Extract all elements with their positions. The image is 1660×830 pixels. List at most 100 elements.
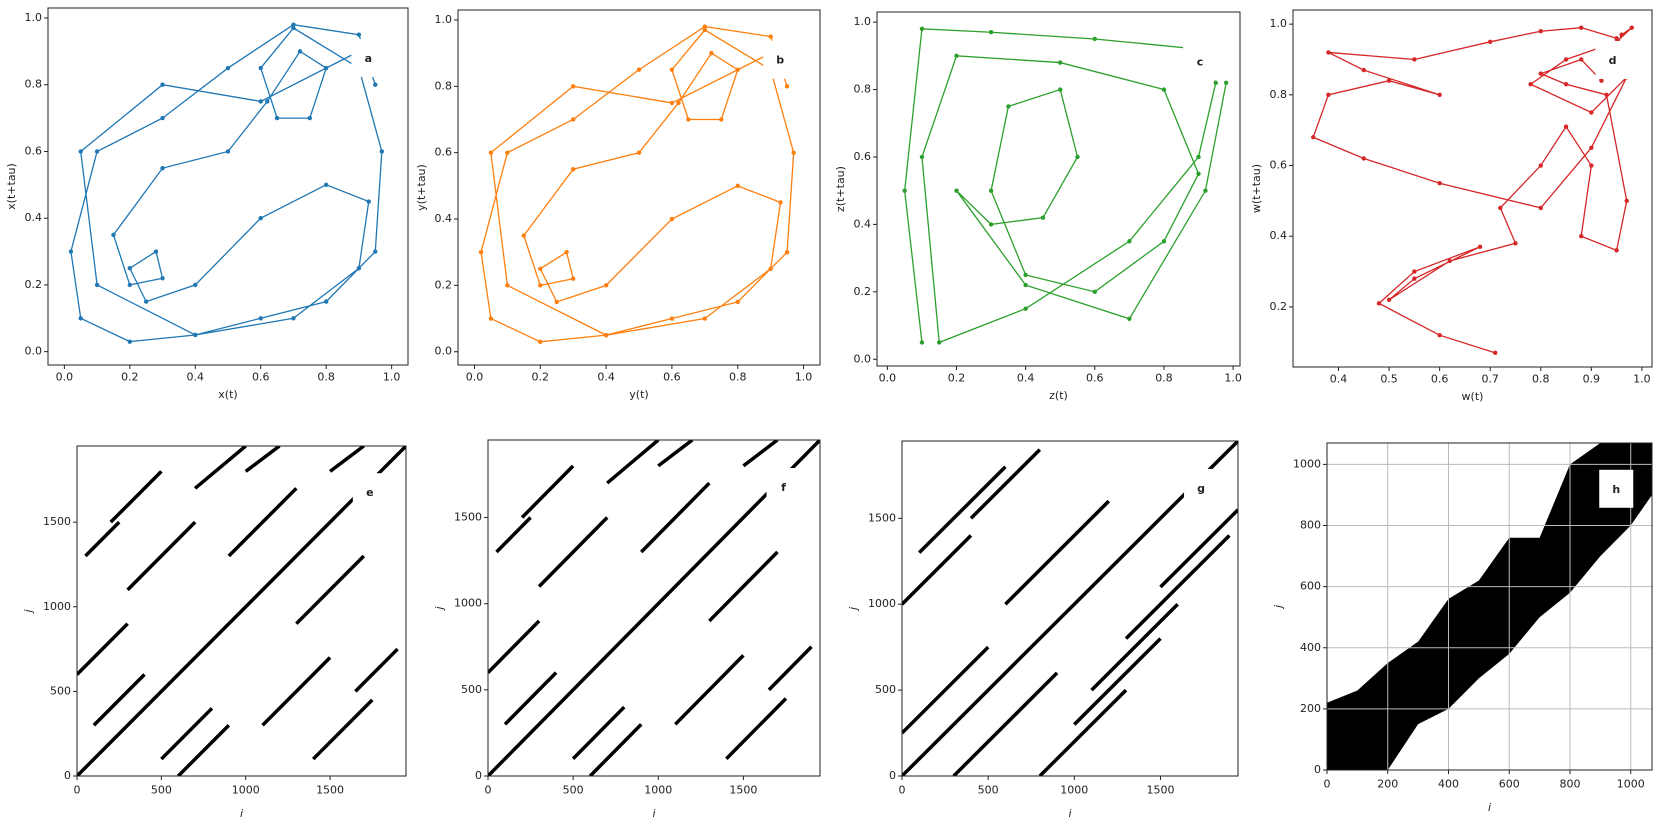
panel-label: c <box>1197 56 1204 69</box>
point <box>478 249 484 255</box>
point <box>1493 350 1498 356</box>
y-axis-label: y(t+tau) <box>415 164 428 211</box>
y-tick-label: 1500 <box>43 515 71 528</box>
y-tick-label: 0.8 <box>435 79 453 92</box>
point <box>143 299 149 304</box>
panel: 0.4 0.5 0.6 0.7 0.8 0.9 1.0 0.2 0.4 0.6 0.8 1.0 w(t)… <box>1250 9 1653 403</box>
frame <box>76 445 407 777</box>
point <box>954 53 959 59</box>
point <box>94 149 100 154</box>
panel-label-box <box>1183 42 1218 81</box>
panel-label-box <box>763 40 798 79</box>
point <box>193 282 198 288</box>
point <box>323 65 329 71</box>
y-tick-label: 0.2 <box>435 278 453 291</box>
trajectory <box>70 24 383 343</box>
point <box>291 25 296 31</box>
point <box>735 67 740 72</box>
x-tick-label: 1.0 <box>1633 373 1651 386</box>
point <box>988 30 994 35</box>
y-tick-label: 800 <box>1300 519 1321 532</box>
point <box>1092 36 1098 42</box>
point <box>902 188 907 193</box>
point <box>719 117 724 122</box>
y-axis-label: j <box>22 609 35 615</box>
x-tick-label: 0.8 <box>729 371 747 384</box>
point <box>603 332 609 338</box>
point <box>1437 332 1442 338</box>
point <box>1579 57 1584 62</box>
point <box>702 27 708 33</box>
point <box>1386 78 1392 83</box>
point <box>291 22 296 27</box>
y-tick-label: 1000 <box>868 597 896 610</box>
point <box>373 249 378 254</box>
y-tick-label: 0.4 <box>854 217 872 230</box>
panel: 0.0 0.2 0.4 0.6 0.8 1.0 0.0 0.2 0.4 0.6 0.8 1.0 y(t)… <box>415 9 821 401</box>
point <box>291 316 296 321</box>
x-axis-label: w(t) <box>1462 390 1484 403</box>
frame <box>1326 442 1653 771</box>
x-tick-label: 0.9 <box>1583 373 1601 386</box>
point <box>127 339 133 344</box>
point <box>297 49 303 54</box>
point <box>379 149 385 154</box>
point <box>265 99 270 104</box>
x-tick-label: 1000 <box>1617 777 1645 790</box>
point <box>1579 25 1584 30</box>
y-tick-label: 0.6 <box>1270 159 1288 172</box>
point <box>78 149 83 154</box>
panel-label: h <box>1612 483 1620 496</box>
y-axis-label: x(t+tau) <box>5 163 18 210</box>
x-tick-label: 400 <box>1438 777 1459 790</box>
x-tick-label: 1.0 <box>795 371 813 384</box>
point <box>1614 248 1619 253</box>
trajectory <box>904 28 1227 344</box>
point <box>1386 297 1392 303</box>
x-axis-label: i <box>240 807 243 820</box>
panel: 0 500 1000 1500 0 500 1000 1500 i j f <box>433 439 821 820</box>
x-tick-label: 1500 <box>316 783 344 796</box>
y-tick-label: 0 <box>475 769 482 782</box>
point <box>1477 244 1483 250</box>
y-tick-label: 0.4 <box>25 211 43 224</box>
point <box>153 249 159 254</box>
point <box>791 150 796 155</box>
panel-label: d <box>1609 54 1617 67</box>
point <box>323 182 329 188</box>
point <box>160 115 165 121</box>
point <box>1604 92 1609 98</box>
y-tick-label: 1500 <box>454 511 482 524</box>
point <box>1196 154 1201 160</box>
point <box>784 249 790 255</box>
point <box>570 167 576 172</box>
x-tick-label: 200 <box>1377 777 1398 790</box>
point <box>258 65 263 71</box>
frame <box>901 440 1239 777</box>
point <box>1361 67 1366 73</box>
point <box>702 316 708 321</box>
x-axis-label: i <box>652 807 655 820</box>
point <box>323 299 329 304</box>
x-tick-label: 0.8 <box>317 371 335 384</box>
point <box>676 100 681 106</box>
x-tick-label: 0 <box>899 783 906 796</box>
point <box>1538 163 1543 168</box>
point <box>1498 205 1503 211</box>
point <box>1589 163 1594 168</box>
point <box>1528 82 1533 87</box>
x-tick-label: 1500 <box>729 783 757 796</box>
point <box>988 222 994 227</box>
point <box>669 216 675 222</box>
y-tick-label: 0.0 <box>435 345 453 358</box>
point <box>669 316 675 321</box>
point <box>68 249 74 254</box>
point <box>937 340 942 345</box>
x-axis-label: i <box>1068 807 1071 820</box>
x-tick-label: 0.4 <box>597 371 615 384</box>
point <box>127 266 133 271</box>
panel-label-box <box>1184 468 1219 507</box>
point <box>160 165 165 171</box>
x-tick-label: 0.6 <box>1431 373 1449 386</box>
point <box>564 249 569 255</box>
